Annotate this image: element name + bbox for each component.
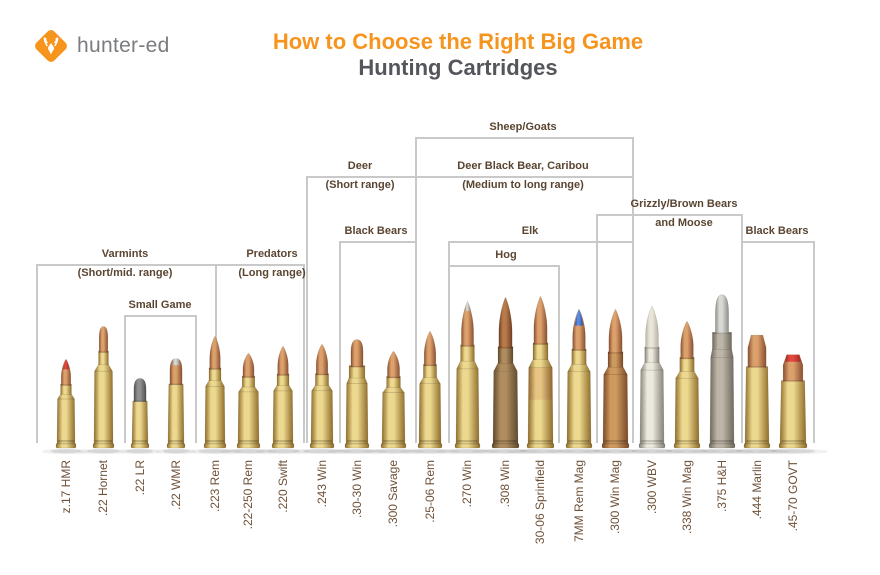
group-label-grizzly-brown-bears-moose: and Moose — [655, 217, 713, 229]
cartridge-label: .243 Win — [315, 460, 329, 508]
cartridge-image — [471, 296, 539, 455]
cartridge-image — [654, 320, 720, 455]
group-label-deer-short-range: (Short range) — [325, 179, 395, 191]
bracket-drop-small-game — [124, 315, 126, 443]
cartridge-label: .25-06 Rem — [423, 460, 437, 523]
cartridge-label: .300 Win Mag — [608, 460, 622, 535]
group-label-grizzly-brown-bears-moose: Grizzly/Brown Bears — [630, 198, 738, 210]
cartridge-image — [361, 350, 425, 455]
cartridge-label: .300 Savage — [386, 460, 400, 528]
group-label-elk: Elk — [521, 225, 539, 237]
cartridge-image — [256, 345, 310, 455]
bracket-line-varmints — [36, 264, 215, 266]
deer-diamond-icon — [35, 30, 67, 62]
bracket-drop-black-bears-left — [339, 241, 341, 443]
cartridge-label: z.17 HMR — [59, 460, 73, 514]
cartridge-label: .223 Rem — [208, 460, 222, 513]
group-label-sheep-goats: Sheep/Goats — [489, 121, 557, 133]
cartridge-label: .22 LR — [133, 460, 147, 496]
cartridge-image — [154, 358, 198, 455]
bracket-line-sheep-goats — [415, 137, 632, 139]
cartridge-label: .270 Win — [460, 460, 474, 508]
bracket-drop-black-bears-left — [415, 241, 417, 443]
bracket-line-black-bears-left — [339, 241, 415, 243]
cartridge-image — [435, 300, 499, 455]
cartridge-image — [724, 334, 790, 455]
cartridge-image — [41, 358, 91, 455]
bracket-line-predators — [215, 264, 303, 266]
bracket-drop-elk — [632, 241, 634, 443]
cartridge-label: .300 WBV — [645, 460, 659, 515]
bracket-line-grizzly-brown-bears-moose — [596, 214, 741, 216]
cartridge-label: .444 Marlin — [750, 460, 764, 520]
cartridge-image — [188, 335, 242, 455]
group-label-varmints: (Short/mid. range) — [77, 267, 173, 279]
group-label-deer-blackbear-caribou: Deer Black Bear, Caribou — [457, 160, 589, 172]
page-title-line-1: How to Choose the Right Big Game — [272, 29, 644, 54]
group-label-black-bears-right: Black Bears — [745, 225, 809, 237]
group-label-deer-blackbear-caribou: (Medium to long range) — [462, 179, 584, 191]
bracket-line-elk — [448, 241, 632, 243]
cartridge-image — [77, 326, 129, 455]
cartridge-image — [219, 352, 277, 455]
cartridge-label: .22 Hornet — [96, 460, 110, 517]
group-label-predators: Predators — [246, 248, 298, 260]
bracket-line-deer-short-range — [306, 176, 415, 178]
cartridge-label: 30-06 Sprinfield — [533, 460, 547, 545]
cartridge-label: .375 H&H — [715, 460, 729, 513]
bracket-drop-black-bears-right — [813, 241, 815, 443]
group-label-black-bears-left: Black Bears — [344, 225, 408, 237]
cartridge-label: .45-70 GOVT — [786, 460, 800, 532]
cartridge-label: .220 Swift — [276, 460, 290, 513]
cartridge-image — [546, 308, 612, 455]
bracket-drop-small-game — [195, 315, 197, 443]
bracket-drop-deer-short-range — [306, 176, 308, 443]
bracket-line-small-game — [124, 315, 195, 317]
bracket-line-hog — [448, 265, 558, 267]
group-label-small-game: Small Game — [128, 299, 192, 311]
cartridge-image — [506, 295, 574, 455]
cartridge-image — [327, 339, 387, 455]
cartridge-image — [118, 378, 162, 455]
brand-name: hunter-ed — [77, 34, 170, 57]
cartridge-image — [689, 294, 755, 455]
bracket-line-deer-blackbear-caribou — [415, 176, 632, 178]
cartridge-image — [292, 343, 352, 455]
cartridge-label: .338 Win Mag — [680, 460, 694, 535]
bracket-drop-hog — [448, 265, 450, 443]
cartridge-image — [757, 354, 829, 455]
page-title-line-2: Hunting Cartridges — [358, 55, 558, 80]
bracket-drop-grizzly-brown-bears-moose — [596, 214, 598, 443]
bracket-drop-predators — [303, 264, 305, 443]
bracket-drop-varmints — [36, 264, 38, 443]
bracket-drop-hog — [558, 265, 560, 443]
group-label-predators: (Long range) — [238, 267, 306, 279]
cartridge-label: .22-250 Rem — [241, 460, 255, 530]
cartridge-label: .30-30 Win — [350, 460, 364, 519]
cartridge-label: 7MM Rem Mag — [572, 460, 586, 543]
group-label-deer-short-range: Deer — [347, 160, 373, 172]
cartridge-label: .22 WMR — [169, 460, 183, 511]
cartridge-image — [400, 330, 460, 455]
group-label-hog: Hog — [495, 249, 517, 261]
cartridge-label: .308 Win — [498, 460, 512, 508]
bracket-line-black-bears-right — [741, 241, 813, 243]
brand-logo: hunter-ed — [32, 27, 170, 65]
cartridge-image — [581, 308, 649, 455]
cartridge-image — [619, 305, 685, 455]
bracket-drop-black-bears-right — [741, 241, 743, 443]
group-label-varmints: Varmints — [101, 248, 149, 260]
